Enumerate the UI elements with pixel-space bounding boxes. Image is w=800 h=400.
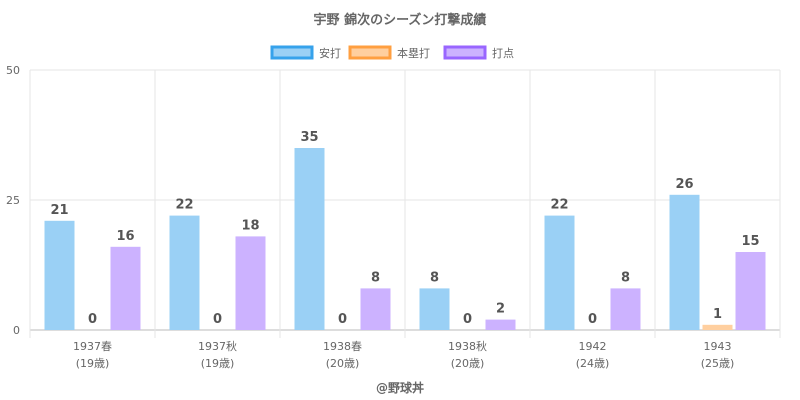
data-label: 1: [713, 307, 722, 322]
x-tick-label: 1942: [579, 340, 607, 353]
bar-打点: [110, 246, 141, 330]
bar-安打: [169, 215, 200, 330]
bar-安打: [294, 148, 325, 330]
data-label: 0: [338, 312, 347, 327]
bar-安打: [44, 220, 75, 330]
x-tick-sublabel: (19歳): [201, 357, 235, 370]
y-tick-label: 0: [13, 324, 20, 337]
chart-title: 宇野 錦次のシーズン打撃成績: [314, 12, 487, 28]
y-tick-label: 25: [6, 194, 20, 207]
bar-打点: [235, 236, 266, 330]
footer-credit: @野球丼: [376, 380, 424, 395]
data-label: 0: [588, 312, 597, 327]
data-label: 8: [430, 270, 439, 285]
data-label: 18: [241, 218, 259, 233]
data-label: 8: [621, 270, 630, 285]
x-tick-sublabel: (20歳): [326, 357, 360, 370]
data-label: 0: [88, 312, 97, 327]
bar-安打: [669, 194, 700, 330]
bar-打点: [360, 288, 391, 330]
legend-swatch-2: [443, 45, 487, 60]
data-label: 8: [371, 270, 380, 285]
data-label: 0: [463, 312, 472, 327]
bar-安打: [544, 215, 575, 330]
x-tick-label: 1938春: [323, 340, 362, 353]
x-tick-sublabel: (24歳): [576, 357, 610, 370]
data-label: 22: [175, 198, 193, 213]
x-tick-sublabel: (19歳): [76, 357, 110, 370]
x-tick-label: 1943: [704, 340, 732, 353]
data-label: 21: [50, 203, 68, 218]
data-label: 0: [213, 312, 222, 327]
data-label: 22: [550, 198, 568, 213]
data-label: 16: [116, 229, 134, 244]
x-tick-label: 1937春: [73, 340, 112, 353]
legend-swatch-0: [270, 45, 314, 60]
y-tick-label: 50: [6, 64, 20, 77]
bar-打点: [610, 288, 641, 330]
legend-swatch-1: [348, 45, 392, 60]
bar-安打: [419, 288, 450, 330]
x-tick-label: 1937秋: [198, 339, 237, 353]
x-tick-sublabel: (25歳): [701, 357, 735, 370]
bar-打点: [485, 319, 516, 330]
data-label: 35: [300, 130, 318, 145]
x-tick-sublabel: (20歳): [451, 357, 485, 370]
data-label: 26: [675, 177, 693, 192]
x-tick-label: 1938秋: [448, 339, 487, 353]
bar-打点: [735, 252, 766, 330]
data-label: 2: [496, 302, 505, 317]
data-label: 15: [741, 234, 759, 249]
legend-label-2: 打点: [492, 46, 514, 60]
legend-label-0: 安打: [319, 46, 341, 60]
bar-本塁打: [702, 324, 733, 330]
legend-label-1: 本塁打: [397, 46, 430, 60]
